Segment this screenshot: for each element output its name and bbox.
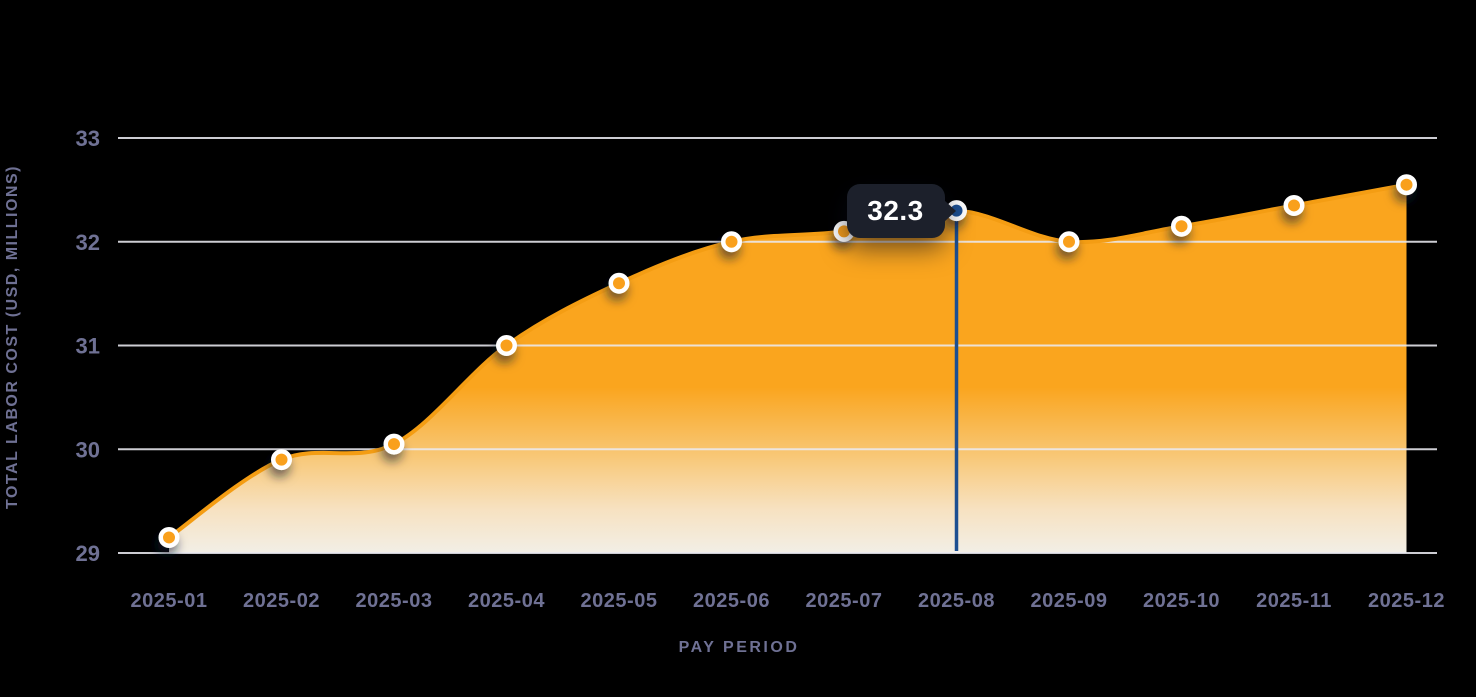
x-tick-label-2025-09: 2025-09 — [1031, 590, 1108, 612]
x-tick-label-2025-05: 2025-05 — [581, 590, 658, 612]
x-tick-label-2025-01: 2025-01 — [131, 590, 208, 612]
data-point-marker-2025-06[interactable] — [721, 231, 742, 253]
x-tick-label-2025-11: 2025-11 — [1256, 590, 1332, 612]
y-tick-label-33: 33 — [76, 126, 100, 151]
tooltip-arrow-icon — [943, 199, 956, 222]
area-fill — [169, 184, 1407, 553]
tooltip-value: 32.3 — [867, 194, 924, 226]
x-tick-label-2025-03: 2025-03 — [356, 590, 433, 612]
x-tick-label-2025-02: 2025-02 — [243, 590, 320, 612]
x-axis-title: PAY PERIOD — [678, 639, 800, 656]
x-tick-label-2025-12: 2025-12 — [1368, 590, 1445, 612]
data-point-marker-2025-01[interactable] — [158, 526, 180, 548]
data-point-marker-2025-04[interactable] — [496, 335, 517, 356]
active-point-tooltip: 32.3 — [846, 183, 956, 238]
y-tick-label-32: 32 — [76, 230, 100, 255]
x-tick-label-2025-08: 2025-08 — [918, 590, 995, 612]
data-point-marker-2025-10[interactable] — [1171, 215, 1192, 237]
x-tick-label-2025-06: 2025-06 — [693, 590, 770, 612]
x-tick-label-2025-07: 2025-07 — [806, 590, 883, 612]
y-tick-label-29: 29 — [76, 541, 100, 566]
data-point-marker-2025-11[interactable] — [1283, 194, 1305, 216]
y-axis-title: TOTAL LABOR COST (USD, MILLIONS) — [4, 165, 21, 509]
data-point-marker-2025-03[interactable] — [383, 433, 405, 455]
data-point-marker-2025-05[interactable] — [608, 272, 630, 294]
y-tick-label-30: 30 — [76, 437, 100, 462]
x-tick-label-2025-04: 2025-04 — [468, 590, 545, 612]
data-point-marker-2025-02[interactable] — [271, 449, 292, 471]
data-point-marker-2025-09[interactable] — [1058, 231, 1080, 253]
y-tick-label-31: 31 — [76, 334, 100, 359]
x-tick-label-2025-10: 2025-10 — [1143, 590, 1220, 612]
data-point-marker-2025-12[interactable] — [1396, 174, 1417, 196]
